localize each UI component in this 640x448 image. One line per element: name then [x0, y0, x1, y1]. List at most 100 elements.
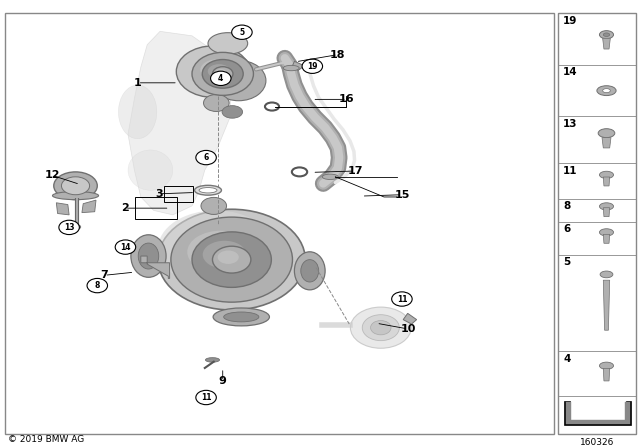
Circle shape — [212, 67, 233, 81]
Circle shape — [232, 25, 252, 39]
FancyBboxPatch shape — [558, 13, 636, 434]
Ellipse shape — [204, 95, 229, 112]
Ellipse shape — [200, 59, 234, 81]
Text: 16: 16 — [339, 95, 355, 104]
Circle shape — [212, 246, 251, 273]
Ellipse shape — [323, 174, 339, 180]
Polygon shape — [564, 401, 631, 425]
Ellipse shape — [351, 307, 411, 348]
Ellipse shape — [188, 231, 254, 273]
Polygon shape — [403, 313, 417, 324]
Ellipse shape — [604, 33, 610, 36]
Ellipse shape — [215, 69, 227, 76]
Polygon shape — [604, 368, 610, 381]
Text: 19: 19 — [563, 16, 577, 26]
Text: 15: 15 — [394, 190, 410, 200]
Text: 6: 6 — [204, 153, 209, 162]
Text: 4: 4 — [218, 74, 223, 83]
Ellipse shape — [54, 172, 97, 200]
Ellipse shape — [158, 211, 273, 286]
Ellipse shape — [371, 320, 391, 335]
Ellipse shape — [211, 60, 266, 101]
Text: 5: 5 — [239, 28, 244, 37]
Text: 13: 13 — [64, 223, 74, 232]
Circle shape — [192, 52, 253, 95]
Polygon shape — [128, 31, 230, 215]
Ellipse shape — [208, 64, 230, 78]
Text: 5: 5 — [563, 258, 570, 267]
Polygon shape — [604, 208, 610, 217]
Text: 4: 4 — [563, 353, 571, 364]
Text: 9: 9 — [219, 376, 227, 386]
Ellipse shape — [301, 260, 319, 282]
Ellipse shape — [598, 129, 615, 138]
Ellipse shape — [600, 171, 614, 178]
Text: 8: 8 — [95, 281, 100, 290]
Circle shape — [392, 292, 412, 306]
Ellipse shape — [208, 33, 248, 54]
Text: 160326: 160326 — [580, 438, 614, 447]
Polygon shape — [604, 177, 610, 186]
Ellipse shape — [222, 106, 243, 118]
Circle shape — [115, 240, 136, 254]
Ellipse shape — [205, 358, 220, 362]
Text: 12: 12 — [45, 171, 60, 181]
Polygon shape — [604, 234, 610, 243]
Polygon shape — [82, 200, 96, 213]
Polygon shape — [602, 138, 611, 148]
Text: 14: 14 — [120, 243, 131, 252]
Ellipse shape — [73, 225, 81, 229]
Polygon shape — [292, 61, 305, 70]
Ellipse shape — [265, 103, 279, 111]
Ellipse shape — [131, 235, 166, 277]
Polygon shape — [141, 256, 170, 278]
Text: © 2019 BMW AG: © 2019 BMW AG — [8, 435, 84, 444]
Text: 8: 8 — [563, 202, 570, 211]
Ellipse shape — [218, 250, 239, 264]
Text: 7: 7 — [100, 270, 108, 280]
Circle shape — [59, 220, 79, 235]
Ellipse shape — [292, 168, 307, 177]
Circle shape — [202, 60, 243, 88]
Ellipse shape — [201, 198, 227, 215]
Ellipse shape — [195, 185, 221, 195]
Text: 14: 14 — [563, 67, 578, 77]
Text: 17: 17 — [348, 166, 363, 176]
Polygon shape — [566, 401, 630, 424]
Ellipse shape — [118, 85, 157, 139]
Text: 10: 10 — [401, 324, 416, 334]
Text: 1: 1 — [134, 78, 141, 88]
Circle shape — [192, 232, 271, 287]
Circle shape — [171, 217, 292, 302]
Text: 2: 2 — [121, 203, 129, 213]
Text: 6: 6 — [563, 224, 570, 234]
Text: 11: 11 — [563, 166, 578, 176]
Ellipse shape — [213, 308, 269, 326]
Polygon shape — [604, 280, 610, 330]
Ellipse shape — [61, 177, 90, 195]
Ellipse shape — [294, 252, 325, 290]
Ellipse shape — [600, 30, 614, 39]
FancyBboxPatch shape — [5, 13, 554, 434]
Text: 11: 11 — [201, 393, 211, 402]
Ellipse shape — [600, 362, 614, 369]
Circle shape — [211, 71, 231, 86]
Text: 3: 3 — [155, 189, 163, 199]
Ellipse shape — [176, 46, 250, 97]
Ellipse shape — [600, 203, 614, 210]
Ellipse shape — [283, 65, 300, 71]
Ellipse shape — [603, 89, 611, 93]
Ellipse shape — [362, 314, 399, 340]
Ellipse shape — [199, 188, 217, 193]
Text: 18: 18 — [330, 50, 346, 60]
Text: 11: 11 — [397, 294, 407, 304]
Ellipse shape — [600, 271, 613, 278]
Circle shape — [87, 278, 108, 293]
Ellipse shape — [600, 229, 614, 236]
Text: 13: 13 — [563, 119, 578, 129]
Circle shape — [196, 390, 216, 405]
Circle shape — [302, 59, 323, 73]
Ellipse shape — [597, 86, 616, 95]
Circle shape — [196, 151, 216, 165]
Ellipse shape — [128, 150, 173, 190]
